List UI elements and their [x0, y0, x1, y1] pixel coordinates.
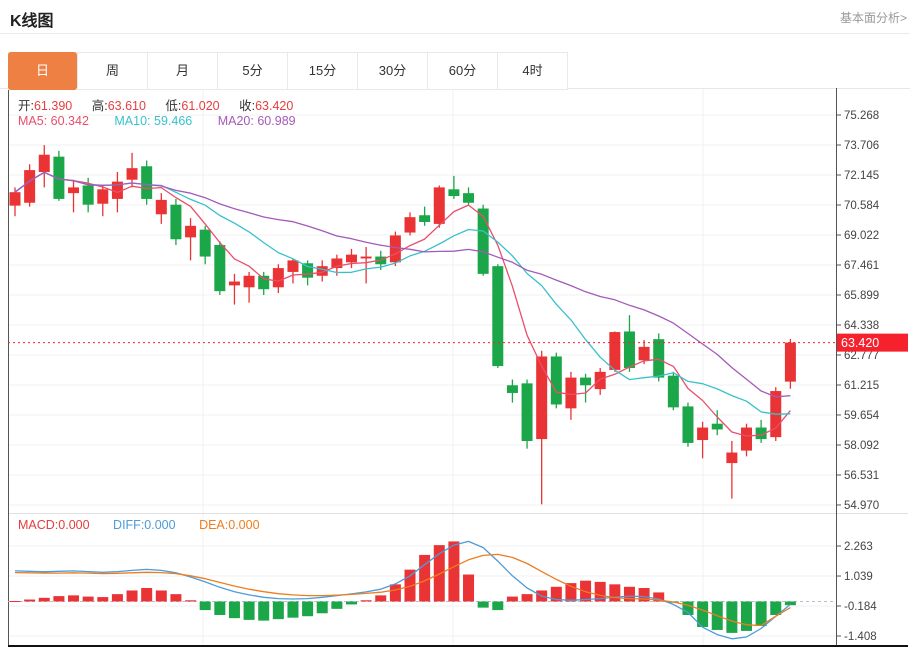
price-axis-labels: 75.268 73.706 72.145 70.584 69.022 67.461 65.8… — [836, 110, 880, 643]
macd-readout: MACD:0.000 DIFF:0.000 DEA:0.000 — [18, 518, 280, 532]
tab-5min[interactable]: 5分 — [217, 53, 287, 89]
price-tick-label: 54.970 — [844, 500, 879, 512]
tab-15min[interactable]: 15分 — [287, 53, 357, 89]
open-readout: 开:61.390 — [18, 99, 73, 113]
price-tick-label: 56.531 — [844, 470, 879, 482]
macd-tick-label: -1.408 — [844, 631, 877, 643]
macd-tick-label: 1.039 — [844, 571, 873, 583]
chart-grid — [8, 88, 836, 645]
tab-30min[interactable]: 30分 — [357, 53, 427, 89]
price-tick-label: 72.145 — [844, 170, 879, 182]
tab-month[interactable]: 月 — [147, 53, 217, 89]
interval-tabs: 日 周 月 5分 15分 30分 60分 4时 — [8, 52, 568, 90]
tab-day[interactable]: 日 — [8, 52, 77, 90]
macd-tick-label: 2.263 — [844, 541, 873, 553]
price-tick-label: 75.268 — [844, 110, 879, 122]
current-price-badge-label: 63.420 — [841, 336, 879, 350]
tab-week[interactable]: 周 — [77, 53, 147, 89]
price-tick-label: 64.338 — [844, 320, 879, 332]
ma-readout: MA5: 60.342 MA10: 59.466 MA20: 60.989 — [18, 114, 318, 128]
price-tick-label: 65.899 — [844, 290, 879, 302]
price-tick-label: 58.092 — [844, 440, 879, 452]
high-readout: 高:63.610 — [91, 99, 146, 113]
ohlc-readout: 开:61.390 高:63.610 低:61.020 收:63.420 — [18, 95, 309, 114]
low-readout: 低:61.020 — [165, 99, 220, 113]
ma-lines — [14, 171, 791, 437]
ma5-readout: MA5: 60.342 — [18, 114, 89, 128]
page-title: K线图 — [10, 13, 54, 30]
price-tick-label: 59.654 — [844, 410, 880, 422]
price-tick-label: 70.584 — [844, 200, 880, 212]
candlestick-series — [9, 145, 796, 505]
header-divider — [0, 33, 910, 34]
fundamental-analysis-link[interactable]: 基本面分析> — [839, 11, 907, 25]
tab-4hour[interactable]: 4时 — [497, 53, 567, 89]
ma10-readout: MA10: 59.466 — [114, 114, 193, 128]
price-tick-label: 69.022 — [844, 230, 879, 242]
close-readout: 收:63.420 — [239, 99, 294, 113]
diff-value-readout: DIFF:0.000 — [113, 518, 176, 532]
macd-panel — [8, 540, 836, 640]
price-tick-label: 61.215 — [844, 380, 879, 392]
price-tick-label: 67.461 — [844, 260, 879, 272]
dea-value-readout: DEA:0.000 — [199, 518, 260, 532]
tab-60min[interactable]: 60分 — [427, 53, 497, 89]
macd-tick-label: -0.184 — [844, 601, 877, 613]
price-tick-label: 73.706 — [844, 140, 879, 152]
ma20-readout: MA20: 60.989 — [217, 114, 296, 128]
price-tick-label: 62.777 — [844, 350, 879, 362]
current-price-badge: 63.420 — [837, 333, 908, 352]
macd-value-readout: MACD:0.000 — [18, 518, 90, 532]
